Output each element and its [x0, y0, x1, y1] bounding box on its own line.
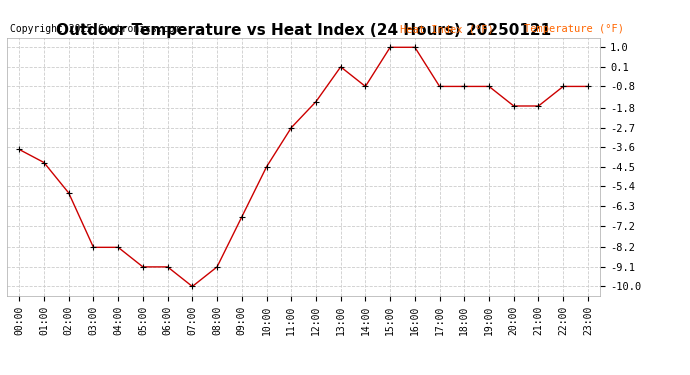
Text: Copyright 2025 Curtronics.com: Copyright 2025 Curtronics.com: [10, 24, 181, 34]
Text: Temperature (°F): Temperature (°F): [524, 24, 624, 34]
Title: Outdoor Temperature vs Heat Index (24 Hours) 20250121: Outdoor Temperature vs Heat Index (24 Ho…: [56, 22, 551, 38]
Text: Heat Index (°F): Heat Index (°F): [400, 24, 494, 34]
